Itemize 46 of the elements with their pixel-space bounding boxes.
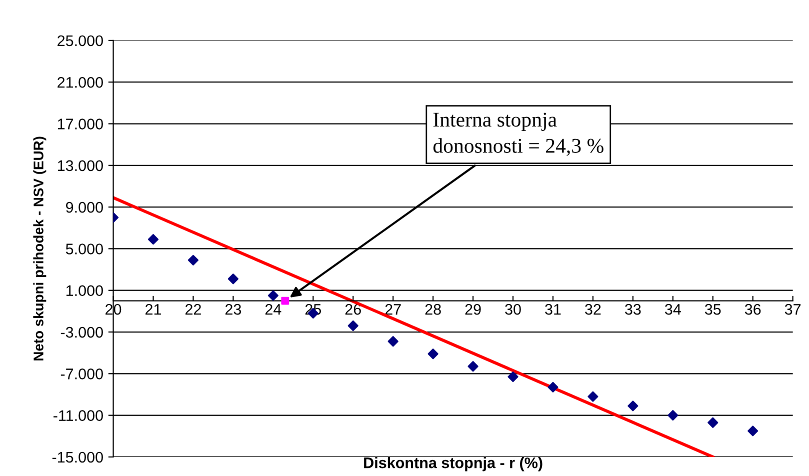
point: [588, 391, 598, 402]
y-tick-label: -7.000: [60, 368, 103, 380]
y-tick-label: 13.000: [58, 160, 103, 172]
point: [268, 290, 278, 301]
x-tick-label: 37: [784, 304, 801, 315]
x-tick-label: 27: [385, 304, 401, 315]
point: [348, 320, 358, 332]
point: [508, 371, 518, 382]
point: [428, 348, 438, 360]
y-tick-label: 9.000: [66, 202, 103, 213]
y-tick-label: -15.000: [52, 452, 103, 463]
point: [281, 296, 290, 305]
x-tick-label: 30: [505, 304, 521, 315]
x-tick-label: 23: [225, 304, 242, 315]
y-axis-title: Neto skupni prihodek - NSV (EUR): [33, 136, 46, 360]
y-tick-label: 17.000: [58, 118, 103, 130]
point: [668, 410, 678, 421]
x-tick-label: 29: [465, 304, 481, 315]
x-tick-label: 24: [265, 304, 282, 315]
y-tick-label: 5.000: [66, 244, 103, 254]
point: [468, 361, 478, 372]
x-tick-label: 28: [425, 304, 441, 315]
annotation: Interna stopnja donosnosti = 24,3 %: [433, 112, 604, 156]
y-tick-label: 25.000: [58, 35, 103, 46]
point: [388, 336, 398, 347]
point: [148, 234, 159, 245]
x-tick-label: 22: [185, 304, 201, 315]
y-tick-label: 1.000: [66, 285, 103, 296]
point: [748, 426, 758, 436]
x-tick-label: 33: [625, 304, 641, 315]
x-tick-label: 21: [146, 304, 161, 315]
x-axis-title: Diskontna stopnja - r (%): [364, 457, 542, 472]
point: [188, 254, 199, 266]
point: [228, 274, 238, 284]
y-tick-label: 21.000: [58, 76, 103, 88]
x-tick-label: 34: [664, 304, 681, 315]
x-tick-label: 26: [345, 304, 361, 315]
x-tick-label: 31: [545, 304, 561, 315]
point: [548, 382, 558, 392]
x-tick-label: 36: [744, 304, 761, 315]
point: [708, 417, 718, 428]
y-tick-label: -3.000: [60, 326, 103, 338]
x-tick-label: 35: [704, 304, 721, 315]
y-tick-label: -11.000: [54, 410, 103, 421]
x-tick-label: 32: [585, 304, 601, 315]
point: [628, 400, 638, 412]
